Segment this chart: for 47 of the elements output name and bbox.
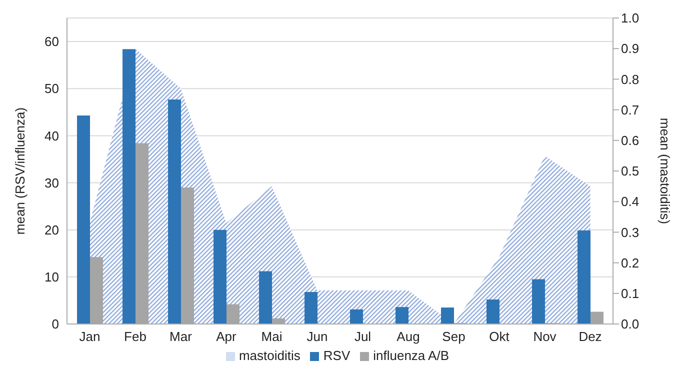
x-tick-label: Feb xyxy=(124,329,146,344)
legend-label: RSV xyxy=(323,348,350,363)
y2-tick-label: 0.0 xyxy=(621,316,640,332)
x-tick-label: Aug xyxy=(396,329,420,344)
bar xyxy=(214,230,227,324)
x-tick-label: Mai xyxy=(261,329,282,344)
bar xyxy=(168,99,182,324)
y2-axis-title: mean (mastoiditis) xyxy=(657,118,672,224)
y2-tick-label: 0.1 xyxy=(621,286,640,302)
bar xyxy=(122,49,136,324)
x-tick-label: Nov xyxy=(533,329,557,344)
bar xyxy=(77,115,90,324)
y-tick-label: 50 xyxy=(44,81,59,96)
y2-tick-label: 0.2 xyxy=(621,255,640,270)
y-tick-label: 10 xyxy=(44,270,59,285)
x-tick-label: Mar xyxy=(170,329,193,344)
x-tick-label: Sep xyxy=(442,329,466,344)
y-tick-label: 0 xyxy=(52,316,59,332)
y2-tick-label: 0.6 xyxy=(621,133,640,148)
bar xyxy=(486,300,500,324)
y2-tick-label: 0.5 xyxy=(621,164,640,179)
y-tick-label: 30 xyxy=(44,175,59,190)
x-tick-label: Apr xyxy=(216,329,238,344)
y2-tick-label: 0.8 xyxy=(621,72,640,87)
y-tick-label: 20 xyxy=(44,222,59,238)
y2-tick-label: 0.4 xyxy=(621,194,640,210)
y2-tick-label: 0.7 xyxy=(621,102,640,118)
legend-label: mastoiditis xyxy=(238,348,300,363)
x-tick-label: Dez xyxy=(578,329,602,344)
bar xyxy=(532,279,546,324)
x-tick-label: Jul xyxy=(354,329,372,344)
legend-label: influenza A/B xyxy=(373,348,450,363)
bar xyxy=(578,230,591,324)
x-tick-label: Okt xyxy=(489,329,510,344)
bar xyxy=(259,271,272,324)
bar xyxy=(441,308,454,324)
bar xyxy=(304,292,318,324)
x-tick-label: Jun xyxy=(306,329,328,344)
y-tick-label: 40 xyxy=(44,128,59,144)
bar xyxy=(396,307,409,324)
bar xyxy=(350,309,364,324)
x-tick-label: Jan xyxy=(79,329,100,344)
y2-tick-label: 0.3 xyxy=(621,224,640,240)
y-tick-label: 60 xyxy=(44,34,59,50)
y2-tick-label: 0.9 xyxy=(621,41,640,56)
y-axis-title: mean (RSV/influenza) xyxy=(12,107,28,235)
y2-tick-label: 1.0 xyxy=(621,10,640,26)
